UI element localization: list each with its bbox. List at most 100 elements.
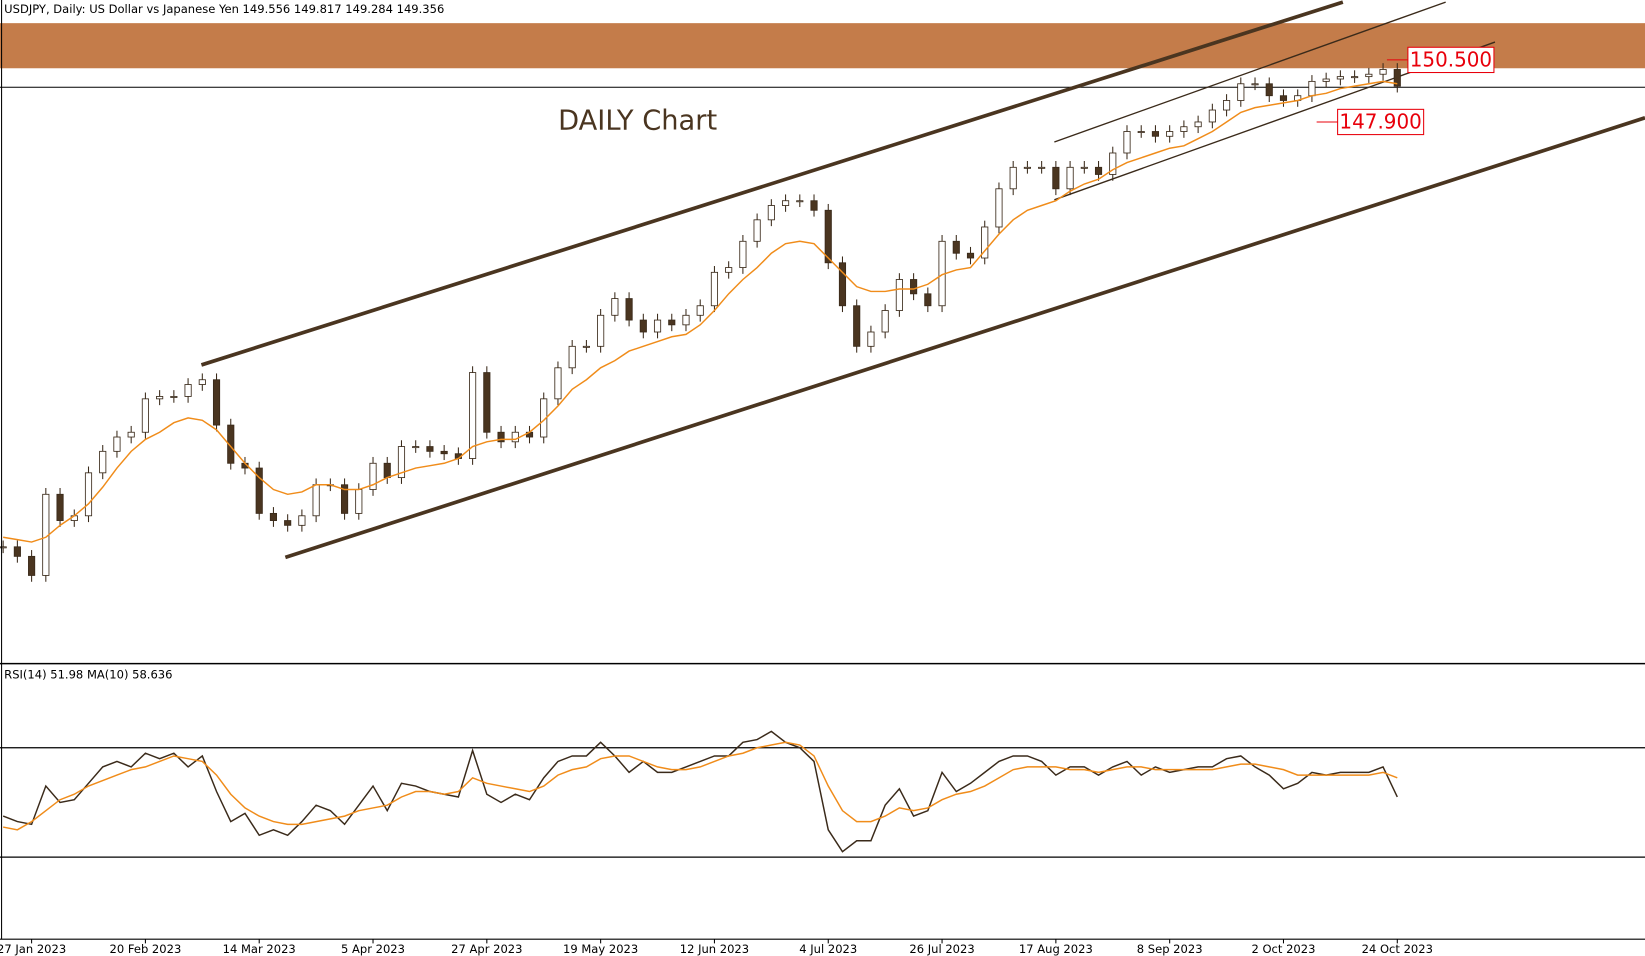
candle — [867, 331, 875, 347]
channel-lower — [284, 116, 1645, 560]
price-label-box — [1337, 108, 1425, 136]
x-tick-label: 4 Jul 2023 — [799, 942, 857, 956]
candle — [113, 436, 121, 452]
candle — [597, 314, 605, 347]
chart-title: USDJPY, Daily: US Dollar vs Japanese Yen… — [4, 2, 444, 16]
candle — [810, 200, 818, 211]
candle — [469, 372, 477, 459]
candle — [1208, 109, 1216, 123]
candle — [1052, 166, 1060, 190]
candle — [284, 520, 292, 526]
candle — [1393, 69, 1401, 87]
candle — [1094, 166, 1103, 175]
candle — [1151, 131, 1160, 137]
candle — [838, 262, 847, 307]
x-tick-label: 19 May 2023 — [563, 942, 638, 956]
x-tick-label: 26 Jul 2023 — [909, 942, 974, 956]
candle — [1365, 73, 1373, 78]
candle — [881, 310, 889, 333]
candle — [1322, 78, 1330, 82]
candle — [611, 298, 619, 316]
moving-average — [3, 80, 1398, 543]
candle — [312, 484, 320, 517]
candle — [184, 384, 192, 397]
candle — [895, 279, 903, 311]
candle — [99, 450, 107, 474]
candle — [710, 271, 719, 307]
candle — [156, 396, 164, 400]
candle — [198, 379, 206, 385]
candle — [440, 450, 448, 455]
marks-layer: 150.500 147.900 27 Jan 2023 20 Feb 2023 14 M… — [0, 46, 1645, 956]
candle — [369, 462, 377, 490]
candle — [1137, 131, 1145, 133]
x-tick-label: 17 Aug 2023 — [1019, 942, 1093, 956]
candle — [397, 446, 406, 479]
x-tick-label: 27 Jan 2023 — [0, 942, 66, 956]
candle — [84, 472, 93, 517]
x-tick-label: 27 Apr 2023 — [451, 942, 522, 956]
candle — [1066, 166, 1074, 190]
candle — [269, 512, 278, 521]
candle — [1038, 166, 1046, 169]
candle — [355, 489, 363, 514]
candle — [1379, 69, 1387, 75]
candle — [127, 431, 135, 438]
candle — [141, 398, 149, 433]
candle — [639, 319, 647, 333]
candle — [426, 446, 434, 452]
price-label: 150.500 — [1410, 47, 1492, 71]
x-tick-label: 12 Jun 2023 — [680, 942, 749, 956]
candle — [1109, 152, 1117, 175]
candle — [170, 396, 178, 398]
candle — [1123, 131, 1131, 154]
rsi-ma-line — [3, 741, 1398, 831]
candle — [1351, 76, 1359, 79]
candle — [212, 379, 221, 426]
candle — [383, 462, 391, 479]
candle — [497, 431, 505, 443]
candle — [753, 219, 761, 242]
candle — [56, 493, 64, 521]
candle — [582, 345, 590, 348]
candle — [995, 188, 1003, 228]
x-tick-label: 5 Apr 2023 — [341, 942, 405, 956]
candle — [910, 279, 918, 295]
x-tick-label: 20 Feb 2023 — [110, 942, 182, 956]
candle — [341, 484, 349, 514]
candle — [568, 345, 576, 369]
rsi-title: RSI(14) 51.98 MA(10) 58.636 — [4, 668, 172, 682]
candle — [1237, 83, 1245, 101]
candle — [227, 424, 235, 464]
candle — [1251, 83, 1259, 86]
candle — [796, 200, 804, 203]
candle — [1336, 76, 1344, 80]
x-tick-label: 8 Sep 2023 — [1137, 942, 1203, 956]
candle — [853, 305, 861, 347]
candle — [1166, 131, 1174, 137]
price-label-box — [1407, 46, 1495, 74]
candle — [1009, 166, 1017, 190]
candle — [1080, 166, 1088, 169]
candle — [966, 252, 975, 259]
candle — [668, 319, 676, 326]
candle — [255, 467, 263, 514]
x-tick-label: 14 Mar 2023 — [223, 942, 296, 956]
resistance-zone — [0, 23, 1645, 69]
candle — [0, 546, 7, 549]
candle — [1023, 166, 1031, 169]
rsi-line — [2, 730, 1398, 853]
candle — [767, 205, 775, 221]
candle — [1194, 121, 1202, 128]
candle — [554, 367, 562, 400]
candle — [739, 240, 747, 268]
candle — [1279, 95, 1288, 101]
candle — [1265, 83, 1273, 97]
x-tick-label: 24 Oct 2023 — [1362, 942, 1433, 956]
candle — [1223, 100, 1231, 111]
candle — [511, 431, 519, 443]
channel-upper — [200, 0, 1344, 367]
candle — [1308, 80, 1316, 97]
